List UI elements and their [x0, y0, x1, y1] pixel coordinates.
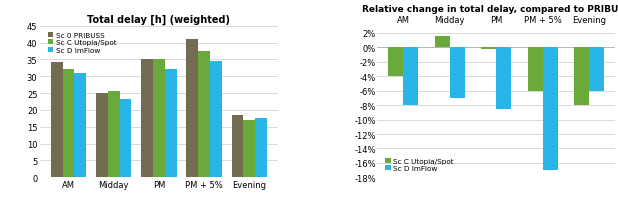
Bar — [232, 115, 243, 177]
Bar — [210, 62, 222, 177]
Bar — [142, 59, 153, 177]
Bar — [74, 73, 86, 177]
Bar — [450, 48, 465, 98]
Bar — [198, 52, 210, 177]
Bar — [120, 100, 132, 177]
Bar — [403, 48, 418, 106]
Bar — [481, 48, 496, 50]
Bar — [62, 69, 74, 177]
Bar — [574, 48, 589, 106]
Bar — [108, 92, 120, 177]
Bar — [528, 48, 543, 91]
Bar — [165, 70, 177, 177]
Bar — [187, 40, 198, 177]
Bar — [496, 48, 511, 109]
Bar — [153, 60, 165, 177]
Bar — [255, 119, 267, 177]
Bar — [51, 62, 62, 177]
Bar — [543, 48, 557, 170]
Bar — [96, 94, 108, 177]
Title: Total delay [h] (weighted): Total delay [h] (weighted) — [87, 14, 231, 25]
Title: Relative change in total delay, compared to PRIBUSS: Relative change in total delay, compared… — [362, 5, 618, 14]
Bar — [243, 120, 255, 177]
Bar — [589, 48, 604, 91]
Bar — [388, 48, 403, 77]
Legend: Sc C Utopia/Spot, Sc D ImFlow: Sc C Utopia/Spot, Sc D ImFlow — [383, 156, 455, 172]
Legend: Sc 0 PRIBUSS, Sc C Utopia/Spot, Sc D ImFlow: Sc 0 PRIBUSS, Sc C Utopia/Spot, Sc D ImF… — [46, 32, 117, 55]
Bar — [434, 37, 450, 48]
